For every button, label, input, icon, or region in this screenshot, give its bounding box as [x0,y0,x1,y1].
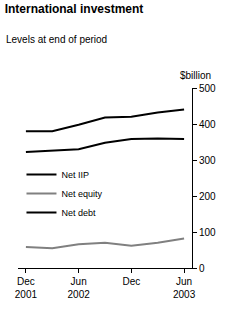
svg-text:Dec2001: Dec2001 [15,276,38,300]
svg-text:Levels at end of period: Levels at end of period [6,34,107,45]
svg-text:0: 0 [199,263,205,274]
svg-text:200: 200 [199,191,216,202]
svg-text:100: 100 [199,227,216,238]
svg-text:Dec: Dec [122,276,140,287]
svg-text:International investment: International investment [5,2,144,16]
svg-text:400: 400 [199,119,216,130]
svg-text:Net debt: Net debt [61,208,96,218]
svg-text:Jun2002: Jun2002 [68,276,91,300]
svg-text:$billion: $billion [180,70,211,81]
svg-text:Net IIP: Net IIP [61,170,89,180]
svg-text:300: 300 [199,155,216,166]
svg-text:500: 500 [199,83,216,94]
svg-text:Jun2003: Jun2003 [173,276,196,300]
svg-text:Net equity: Net equity [61,189,102,199]
